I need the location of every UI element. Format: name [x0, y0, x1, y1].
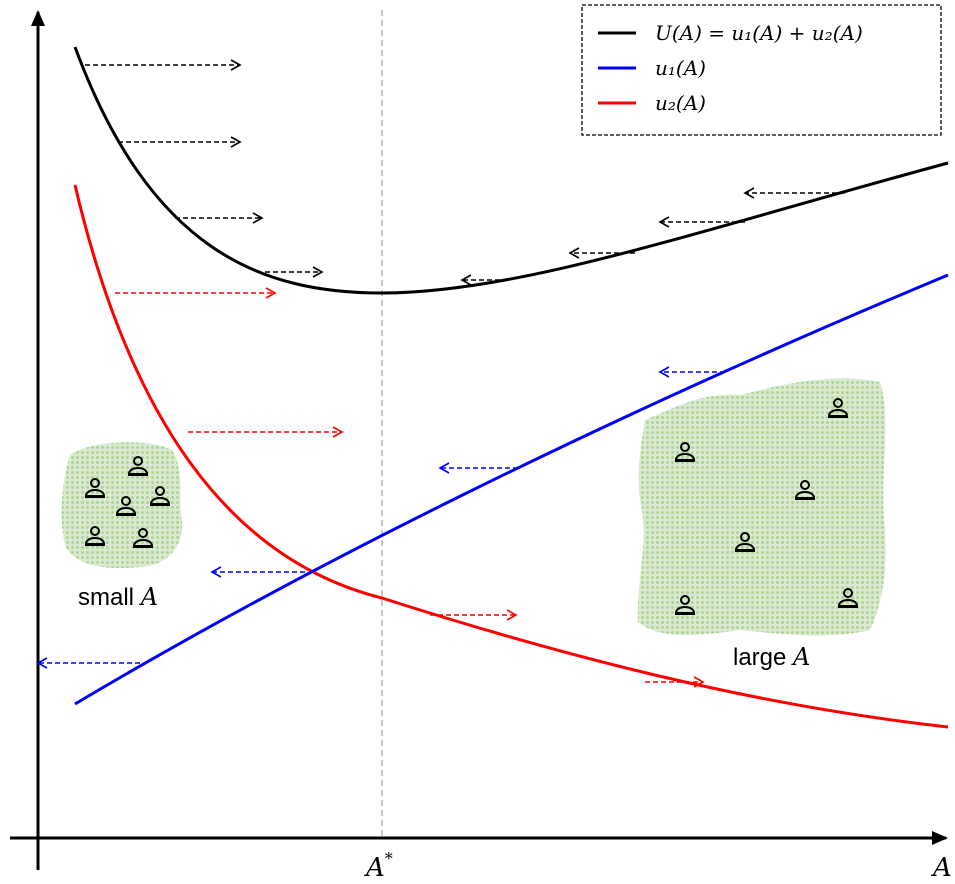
legend-label: u₁(A)	[655, 56, 706, 80]
optimum-sup: *	[385, 849, 393, 868]
legend-label: U(A) = u₁(A) + u₂(A)	[655, 21, 863, 45]
small-label: small A	[78, 583, 158, 611]
arrows	[36, 59, 845, 688]
large-var: A	[791, 643, 810, 671]
optimum-var: A	[364, 853, 385, 883]
legend-label: u₂(A)	[655, 91, 706, 115]
small-var: A	[139, 583, 158, 611]
legend-box	[581, 4, 942, 136]
u1-curve	[74, 273, 949, 706]
large-group	[637, 378, 886, 636]
small-word: small	[78, 584, 134, 611]
small-group	[61, 442, 183, 569]
optimum-label: A*	[364, 849, 393, 883]
x-axis-label: A	[931, 853, 952, 883]
total-utility-curve	[73, 46, 949, 295]
large-word: large	[733, 644, 786, 671]
legend: U(A) = u₁(A) + u₂(A) u₁(A) u₂(A)	[581, 4, 942, 136]
u2-curve	[73, 184, 949, 729]
large-label: large A	[733, 643, 810, 671]
